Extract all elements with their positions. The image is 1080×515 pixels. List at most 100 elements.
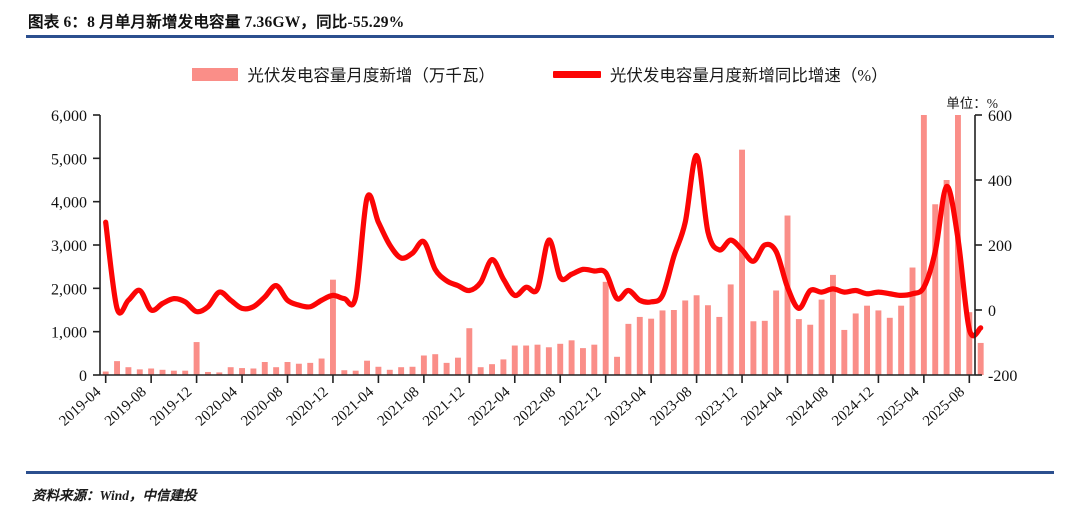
x-axis-tick-label: 2024-08	[784, 384, 832, 429]
bar	[295, 363, 302, 375]
bar	[261, 362, 268, 375]
left-axis-tick-label: 2,000	[51, 281, 87, 298]
bar	[739, 149, 745, 375]
bar	[568, 340, 575, 375]
bar	[307, 362, 314, 375]
bar	[125, 367, 132, 375]
bar	[875, 310, 882, 375]
bar	[670, 310, 677, 375]
x-axis-tick-label: 2019-12	[147, 384, 195, 429]
x-axis-tick-label: 2025-04	[875, 384, 923, 430]
x-axis-tick-labels: 2019-042019-082019-122020-042020-082020-…	[56, 384, 967, 430]
bar	[170, 370, 177, 375]
unit-note: 单位：%	[946, 96, 998, 111]
bar	[966, 312, 973, 375]
bar	[409, 366, 416, 375]
bar	[864, 305, 870, 375]
bar	[625, 323, 632, 375]
axes-group: 0 1,000 2,000 3,000 4,000 5,000 6,000 -200 0 200 4…	[51, 108, 1017, 385]
right-axis-tick-label: 0	[988, 303, 996, 320]
bar	[364, 360, 370, 375]
bar	[614, 356, 620, 375]
x-axis-tick-label: 2024-04	[738, 384, 786, 430]
bar	[182, 370, 189, 375]
bar	[239, 368, 245, 375]
growth-rate-line	[103, 153, 984, 339]
bar	[659, 310, 666, 375]
bar	[159, 369, 166, 375]
x-axis-tick-label: 2020-12	[284, 384, 332, 429]
source-note: 资料来源：Wind，中信建投	[32, 488, 197, 503]
x-axis-tick-label: 2021-08	[375, 384, 423, 429]
legend-item-bar: 光伏发电容量月度新增（万千瓦）	[192, 62, 495, 86]
bar	[602, 281, 609, 375]
bar	[386, 369, 393, 375]
bar	[898, 305, 905, 375]
legend-item-line: 光伏发电容量月度新增同比增速（%）	[552, 62, 888, 86]
bar	[784, 215, 791, 375]
bar	[205, 371, 211, 375]
bar	[716, 316, 723, 375]
bar	[352, 370, 359, 375]
title-divider-top	[26, 35, 1054, 38]
x-axis-tick-label: 2023-12	[693, 384, 741, 429]
right-axis-tick-label: 200	[988, 238, 1012, 255]
bar	[216, 372, 223, 375]
left-axis-tick-label: 5,000	[51, 151, 87, 168]
bar	[750, 321, 757, 375]
bar	[773, 290, 780, 375]
legend-item-label: 光伏发电容量月度新增同比增速（%）	[609, 66, 888, 85]
bar	[102, 371, 109, 375]
bar	[943, 180, 950, 375]
bar	[375, 366, 382, 375]
line-series-group	[103, 153, 984, 339]
x-axis-tick-label: 2022-08	[511, 384, 559, 429]
bar	[580, 348, 586, 375]
x-axis-tick-label: 2025-08	[920, 384, 968, 429]
bar	[682, 300, 689, 375]
bar	[500, 359, 507, 375]
x-axis-tick-label: 2023-04	[602, 384, 650, 430]
bar	[114, 361, 120, 375]
bar	[489, 364, 495, 375]
x-axis-tick-label: 2021-12	[420, 384, 468, 429]
bar	[818, 299, 825, 375]
legend-item-label: 光伏发电容量月度新增（万千瓦）	[247, 66, 495, 85]
x-axis-tick-label: 2019-04	[56, 384, 104, 430]
bar	[977, 342, 984, 375]
bar	[932, 204, 939, 375]
bar	[841, 329, 848, 375]
bar	[591, 344, 598, 375]
bar	[920, 115, 927, 375]
bar	[273, 367, 280, 375]
x-axis-tick-label: 2020-04	[193, 384, 241, 430]
left-axis-tick-label: 4,000	[51, 195, 87, 212]
bar	[636, 316, 643, 375]
bar	[193, 342, 200, 375]
bar	[807, 324, 814, 375]
right-axis-tick-label: 400	[988, 173, 1012, 190]
bar	[557, 343, 564, 375]
bar	[761, 320, 768, 375]
bar	[886, 317, 893, 375]
bar	[398, 367, 405, 375]
bar	[523, 345, 530, 375]
bar	[693, 295, 700, 375]
source-divider-bottom	[26, 471, 1054, 474]
left-axis-tick-label: 3,000	[51, 238, 87, 255]
bar	[136, 369, 143, 375]
x-axis-tick-label: 2024-12	[829, 384, 877, 429]
bar	[432, 354, 439, 375]
bar	[852, 313, 859, 375]
x-axis-tick-label: 2022-04	[466, 384, 514, 430]
x-axis-tick-label: 2023-08	[647, 384, 695, 429]
chart-plot: 0 1,000 2,000 3,000 4,000 5,000 6,000 -200 0 200 4…	[51, 108, 1017, 430]
x-axis-tick-label: 2020-08	[238, 384, 286, 429]
bar	[477, 367, 484, 375]
right-axis-tick-label: -200	[988, 368, 1017, 385]
bar	[545, 347, 552, 375]
chart-legend: 光伏发电容量月度新增（万千瓦） 光伏发电容量月度新增同比增速（%）	[0, 62, 1080, 86]
bar	[341, 370, 348, 375]
x-axis-tick-label: 2022-12	[556, 384, 604, 429]
bar	[148, 368, 155, 375]
